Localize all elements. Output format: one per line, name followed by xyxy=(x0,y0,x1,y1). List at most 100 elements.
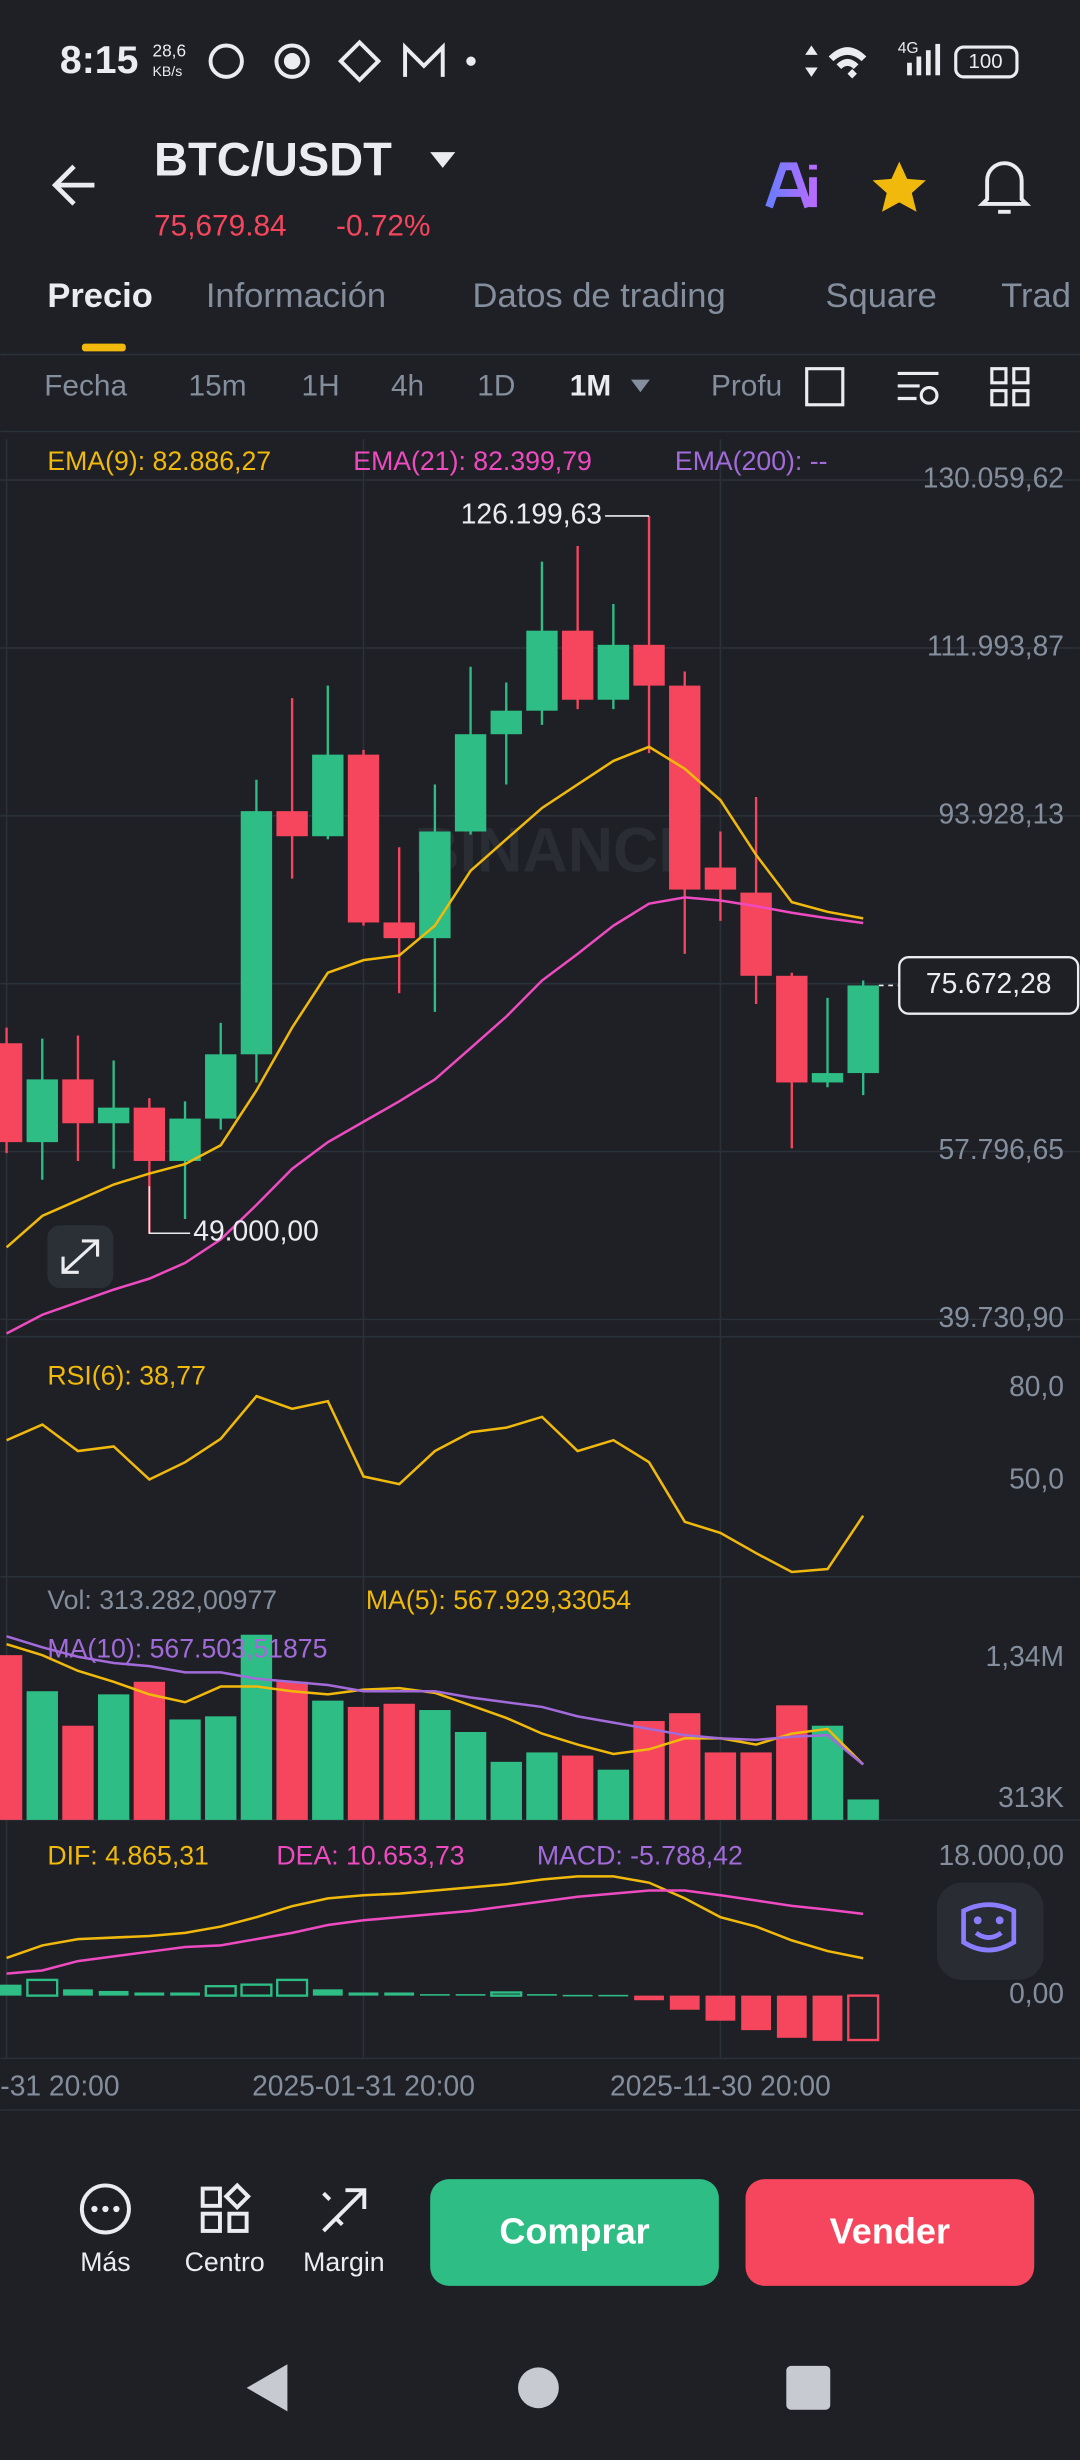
favorite-button[interactable] xyxy=(872,161,926,212)
more-label[interactable]: Más xyxy=(80,2247,130,2277)
volume-bar xyxy=(704,1752,737,1820)
interval[interactable]: 4h xyxy=(391,369,424,402)
alert-button[interactable] xyxy=(977,161,1032,214)
y-tick-label: 93.928,13 xyxy=(938,797,1064,829)
clock: 8:15 xyxy=(60,38,138,82)
interval[interactable]: 15m xyxy=(189,369,247,402)
macd-bar xyxy=(562,1994,593,1997)
last-price-label: 75.672,28 xyxy=(926,967,1052,999)
candle-body xyxy=(26,1079,58,1143)
tab[interactable]: Precio xyxy=(47,277,152,315)
more-dots xyxy=(91,2205,120,2213)
volume-bar xyxy=(383,1703,415,1820)
assistant-bg[interactable] xyxy=(936,1882,1044,1980)
tab[interactable]: Información xyxy=(206,277,386,315)
x-tick-label: 2025-01-31 20:00 xyxy=(252,2070,475,2102)
tab-indicator xyxy=(81,343,126,352)
legend-label: RSI(6): 38,77 xyxy=(47,1361,206,1391)
net-speed-unit: KB/s xyxy=(152,63,182,79)
interval-dropdown[interactable] xyxy=(630,379,650,393)
indicator-line xyxy=(6,1635,864,1766)
candle-body xyxy=(62,1079,94,1124)
layout-button[interactable] xyxy=(990,367,1008,385)
tab[interactable]: Datos de trading xyxy=(473,277,726,315)
back-button[interactable] xyxy=(51,164,95,206)
nav-home[interactable] xyxy=(518,2367,559,2409)
volume-bar xyxy=(205,1716,237,1820)
y-tick-label: 80,0 xyxy=(1009,1370,1064,1402)
buy-button[interactable] xyxy=(430,2179,719,2286)
candle-body xyxy=(169,1118,201,1161)
y-tick-label: 0,00 xyxy=(1009,1977,1064,2009)
nav-back[interactable] xyxy=(246,2364,288,2412)
volume-bar xyxy=(847,1799,879,1820)
pair-title[interactable]: BTC/USDT xyxy=(154,133,392,186)
macd-bar xyxy=(634,1995,664,2001)
legend-label: Vol: 313.282,00977 xyxy=(47,1585,277,1615)
macd-bar xyxy=(812,1995,843,2041)
macd-bar xyxy=(384,1992,415,1996)
price: 75,679.84 xyxy=(154,209,287,242)
interval[interactable]: Profu xyxy=(711,369,782,402)
min-pointer xyxy=(148,1186,191,1235)
nav-recents[interactable] xyxy=(786,2365,831,2410)
y-tick-label: 111.993,87 xyxy=(927,629,1064,661)
center-label[interactable]: Centro xyxy=(185,2247,265,2277)
legend-label: EMA(21): 82.399,79 xyxy=(353,446,592,476)
interval[interactable]: 1H xyxy=(302,369,340,402)
macd-bar xyxy=(348,1992,379,1996)
ai-button[interactable] xyxy=(765,162,817,209)
macd-bar xyxy=(240,1983,273,1997)
candle-body xyxy=(240,811,273,1055)
candle-body xyxy=(669,685,701,890)
macd-bar xyxy=(134,1992,165,1996)
volume-bar xyxy=(240,1634,273,1820)
center-button[interactable] xyxy=(200,2186,222,2208)
volume-bar xyxy=(26,1691,58,1820)
indicator-line xyxy=(5,745,864,1249)
candle-body xyxy=(561,630,594,700)
macd-bar xyxy=(419,1994,450,1996)
candle-body xyxy=(597,644,630,700)
volume-bar xyxy=(169,1719,201,1820)
sell-label[interactable]: Vender xyxy=(830,2211,950,2252)
interval[interactable]: 1D xyxy=(477,369,515,402)
volume-bar xyxy=(811,1725,844,1820)
candle-body xyxy=(0,1043,23,1143)
min-label: 49.000,00 xyxy=(193,1215,319,1247)
y-tick-label: 1,34M xyxy=(986,1640,1064,1672)
fullscreen-button[interactable] xyxy=(805,367,845,407)
assistant-eye xyxy=(973,1916,982,1925)
candle-body xyxy=(633,644,665,686)
volume-bar xyxy=(740,1752,772,1820)
assistant-icon xyxy=(961,1902,1017,1953)
volume-bar xyxy=(561,1755,594,1820)
x-tick-label: 2025-11-30 20:00 xyxy=(610,2070,831,2102)
legend-label: EMA(9): 82.886,27 xyxy=(47,446,271,476)
margin-button[interactable] xyxy=(322,2188,367,2233)
margin-label[interactable]: Margin xyxy=(303,2247,384,2277)
macd-bar xyxy=(490,1991,523,1997)
tab[interactable]: Trad xyxy=(1001,277,1071,315)
indicator-line xyxy=(6,1394,865,1574)
buy-label[interactable]: Comprar xyxy=(499,2211,649,2252)
volume-bar xyxy=(133,1681,166,1820)
tab[interactable]: Square xyxy=(826,277,937,315)
dot xyxy=(466,56,476,66)
candle-body xyxy=(276,811,308,837)
macd-bar xyxy=(741,1995,772,2031)
indicators-button[interactable] xyxy=(897,371,939,401)
pair-dropdown[interactable] xyxy=(430,152,456,168)
legend-label: MA(10): 567.503,51875 xyxy=(47,1634,327,1664)
bottom-icons xyxy=(79,2182,367,2235)
volume-bar xyxy=(776,1705,808,1820)
interval[interactable]: Fecha xyxy=(44,369,127,402)
interval[interactable]: 1M xyxy=(570,369,611,402)
volume-bar xyxy=(97,1694,130,1820)
sell-button[interactable] xyxy=(745,2179,1035,2286)
network-type: 4G xyxy=(898,40,919,57)
macd-bar xyxy=(204,1985,237,1997)
more-button[interactable] xyxy=(79,2183,131,2235)
